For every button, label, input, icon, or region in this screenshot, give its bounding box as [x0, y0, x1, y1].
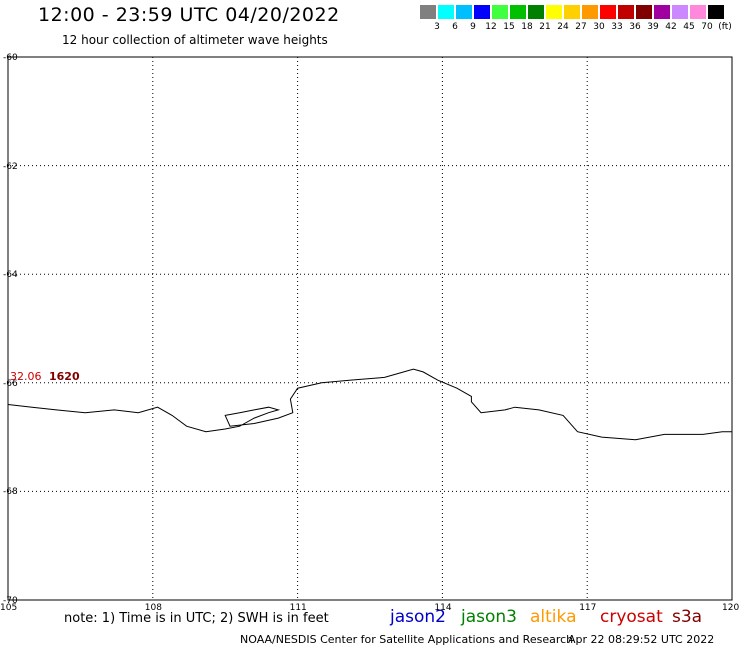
footer-note: note: 1) Time is in UTC; 2) SWH is in fe… [64, 611, 329, 626]
lon-label: 105 [0, 603, 18, 613]
legend-swatch [528, 5, 544, 19]
map-title: 12:00 - 23:59 UTC 04/20/2022 [38, 4, 340, 26]
legend-swatch [492, 5, 508, 19]
credit-text: NOAA/NESDIS Center for Satellite Applica… [240, 633, 574, 646]
map-subtitle: 12 hour collection of altimeter wave hei… [62, 33, 328, 47]
legend-label: (ft) [718, 22, 732, 32]
lon-label: 114 [434, 603, 452, 613]
legend-label: 18 [521, 22, 533, 32]
antarctic-coastline [7, 368, 732, 441]
lon-label: 117 [579, 603, 597, 613]
legend-label: 70 [701, 22, 713, 32]
map-frame [7, 56, 733, 601]
legend-swatch [564, 5, 580, 19]
lon-label: 108 [144, 603, 162, 613]
satellite-cryosat: cryosat [600, 607, 663, 627]
lat-label: -64 [3, 270, 18, 281]
legend-swatch [690, 5, 706, 19]
legend-label: 45 [683, 22, 695, 32]
satellite-s3a: s3a [672, 607, 703, 627]
satellite-jason2: jason2 [390, 607, 446, 627]
generated-timestamp: Apr 22 08:29:52 UTC 2022 [568, 633, 715, 646]
legend-swatch [420, 5, 436, 19]
legend-swatch [636, 5, 652, 19]
lat-label: -68 [3, 487, 18, 498]
legend-label: 39 [647, 22, 659, 32]
legend-swatch [510, 5, 526, 19]
legend-label: 42 [665, 22, 677, 32]
legend-label: 9 [470, 22, 476, 32]
satellite-altika: altika [530, 607, 577, 627]
legend-label: 30 [593, 22, 605, 32]
lat-label: -60 [3, 53, 18, 63]
legend-swatch [582, 5, 598, 19]
legend-swatch [438, 5, 454, 19]
lat-lon-grid [7, 56, 733, 601]
legend-label: 36 [629, 22, 641, 32]
track-time-label: 1620 [49, 370, 80, 383]
lon-label: 111 [289, 603, 307, 613]
legend-label: 33 [611, 22, 623, 32]
lat-label: -62 [3, 161, 18, 172]
swh-value-label: 32.06 [10, 370, 42, 383]
legend-swatch [546, 5, 562, 19]
legend-swatch [618, 5, 634, 19]
legend-label: 21 [539, 22, 551, 32]
legend-label: 3 [434, 22, 440, 32]
legend-label: 6 [452, 22, 458, 32]
legend-label: 12 [485, 22, 497, 32]
lat-label: -66 [3, 378, 18, 389]
legend-swatch [600, 5, 616, 19]
lon-label: 120 [722, 603, 740, 613]
legend-swatch [708, 5, 724, 19]
legend-label: 24 [557, 22, 569, 32]
legend-swatch [456, 5, 472, 19]
satellite-jason3: jason3 [461, 607, 517, 627]
legend-label: 27 [575, 22, 587, 32]
legend-swatch [672, 5, 688, 19]
legend-swatch [654, 5, 670, 19]
legend-label: 15 [503, 22, 515, 32]
lat-label: -70 [3, 596, 18, 606]
legend-swatch [474, 5, 490, 19]
